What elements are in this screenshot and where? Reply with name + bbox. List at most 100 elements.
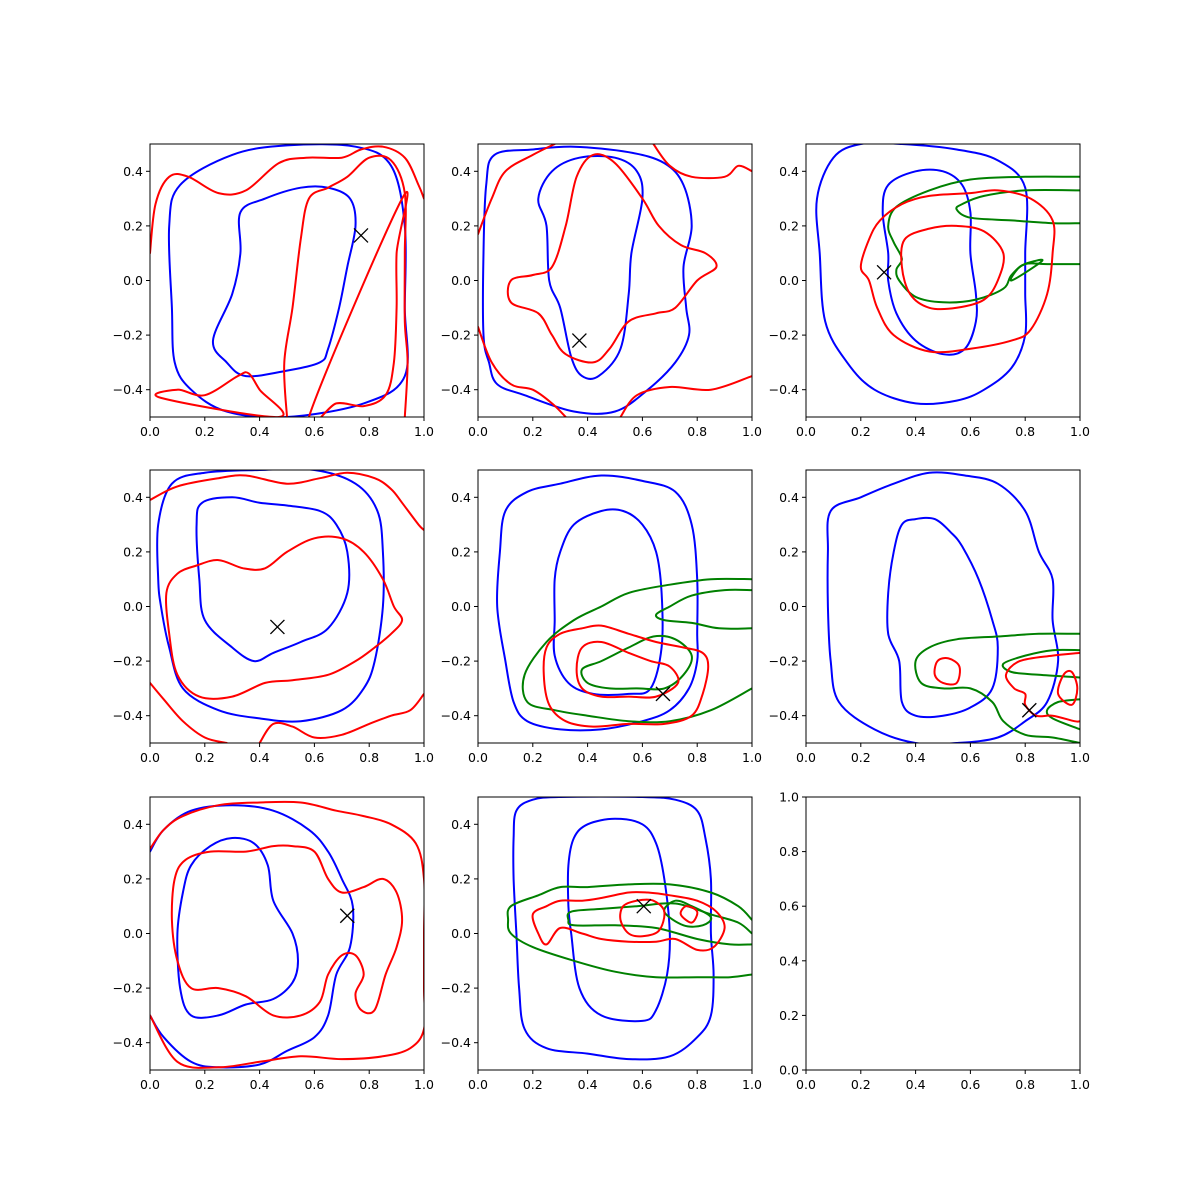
x-tick-label: 0.8: [359, 1077, 379, 1092]
y-tick-label: 0.2: [451, 871, 471, 886]
red-contour-line: [506, 153, 718, 364]
blue-contour-line: [496, 474, 699, 732]
x-tick-label: 0.8: [359, 750, 379, 765]
y-tick-label: −0.4: [441, 1035, 471, 1050]
x-tick-label: 0.0: [796, 424, 816, 439]
x-tick-label: 0.0: [140, 424, 160, 439]
x-tick-label: 0.6: [304, 1077, 324, 1092]
blue-contour-line: [195, 496, 351, 663]
x-tick-label: 0.0: [796, 1077, 816, 1092]
plot-area: [150, 144, 424, 417]
y-tick-label: 0.2: [451, 544, 471, 559]
x-tick-label: 0.2: [851, 750, 871, 765]
y-tick-label: −0.2: [441, 654, 471, 669]
blue-contour-line: [481, 145, 693, 415]
plot-area: [815, 144, 1080, 406]
red-contour-line: [575, 640, 680, 699]
y-tick-label: 0.4: [123, 490, 143, 505]
x-tick-label: 0.6: [632, 750, 652, 765]
y-tick-label: 0.0: [779, 599, 799, 614]
y-tick-label: −0.4: [769, 708, 799, 723]
x-tick-label: 0.6: [632, 1077, 652, 1092]
y-tick-label: 0.2: [123, 544, 143, 559]
red-contour-line: [652, 144, 752, 180]
subplot-8: 0.0 0.2 0.4 0.6 0.8 1.0 −0.4 −0.2 0.0 0.2 0.4: [441, 796, 762, 1092]
subplot-5: 0.0 0.2 0.4 0.6 0.8 1.0 −0.4 −0.2 0.0 0.2 0.4: [441, 469, 762, 765]
subplot-3: 0.0 0.2 0.4 0.6 0.8 1.0 −0.4 −0.2 0.0 0.2 0.4: [769, 143, 1090, 439]
y-tick-label: 0.0: [451, 599, 471, 614]
x-marker: [571, 333, 587, 349]
blue-contour-line: [512, 797, 715, 1061]
x-tick-label: 0.6: [960, 750, 980, 765]
y-tick-label: −0.4: [113, 1035, 143, 1050]
x-tick-label: 0.4: [250, 1077, 270, 1092]
subplot-4: 0.0 0.2 0.4 0.6 0.8 1.0 −0.4 −0.2 0.0 0.2 0.4: [113, 469, 434, 765]
x-tick-label: 0.6: [632, 424, 652, 439]
x-marker: [636, 898, 652, 914]
x-tick-label: 0.6: [304, 424, 324, 439]
x-tick-label: 0.2: [523, 1077, 543, 1092]
y-tick-label: 1.0: [779, 790, 799, 805]
blue-contour-line: [156, 470, 385, 723]
x-marker: [876, 264, 892, 280]
red-contour-line: [900, 224, 1005, 311]
y-tick-label: 0.8: [779, 844, 799, 859]
blue-contour-line: [211, 185, 357, 378]
red-contour-line: [170, 844, 404, 1019]
y-tick-label: −0.2: [441, 328, 471, 343]
x-tick-label: 0.4: [578, 750, 598, 765]
x-tick-label: 0.0: [140, 750, 160, 765]
red-contour-line: [165, 535, 404, 700]
x-tick-label: 0.0: [796, 750, 816, 765]
x-marker: [655, 686, 671, 702]
subplot-6: 0.0 0.2 0.4 0.6 0.8 1.0 −0.4 −0.2 0.0 0.2 0.4: [769, 469, 1090, 765]
green-contour-line: [1001, 648, 1080, 679]
y-tick-label: 0.4: [779, 490, 799, 505]
y-tick-label: 0.0: [779, 1063, 799, 1078]
y-tick-label: 0.2: [123, 871, 143, 886]
plot-area: [506, 797, 752, 1061]
green-contour-line: [521, 577, 752, 724]
red-contour-line: [933, 657, 961, 686]
y-tick-label: −0.4: [113, 382, 143, 397]
x-tick-label: 0.4: [250, 424, 270, 439]
x-tick-label: 0.8: [687, 424, 707, 439]
y-tick-label: −0.2: [769, 654, 799, 669]
x-marker: [339, 908, 355, 924]
x-tick-label: 0.4: [578, 424, 598, 439]
y-tick-label: 0.4: [123, 164, 143, 179]
y-tick-label: −0.4: [441, 382, 471, 397]
x-marker: [1021, 702, 1037, 718]
x-tick-label: 0.6: [304, 750, 324, 765]
x-tick-label: 0.8: [1015, 1077, 1035, 1092]
y-tick-label: −0.4: [113, 708, 143, 723]
green-contour-line: [506, 882, 752, 979]
axes-frame: [805, 796, 1081, 1071]
y-tick-label: 0.0: [779, 273, 799, 288]
y-tick-label: 0.2: [779, 1008, 799, 1023]
x-tick-label: 1.0: [1070, 424, 1090, 439]
red-contour-line: [619, 898, 666, 938]
red-contour-line: [1056, 669, 1079, 706]
y-tick-label: 0.4: [779, 164, 799, 179]
x-marker: [353, 227, 369, 243]
green-contour-line: [654, 588, 752, 630]
y-tick-label: 0.4: [451, 164, 471, 179]
subplot-2: 0.0 0.2 0.4 0.6 0.8 1.0 −0.4 −0.2 0.0 0.2 0.4: [441, 143, 762, 439]
blue-contour-line: [552, 508, 664, 696]
x-tick-label: 1.0: [1070, 750, 1090, 765]
y-tick-label: −0.4: [441, 708, 471, 723]
green-contour-line: [914, 632, 1080, 743]
y-tick-label: −0.2: [113, 981, 143, 996]
x-tick-label: 0.6: [960, 424, 980, 439]
y-tick-label: −0.2: [769, 328, 799, 343]
x-tick-label: 0.8: [687, 1077, 707, 1092]
x-tick-label: 0.0: [468, 1077, 488, 1092]
y-tick-label: 0.4: [779, 953, 799, 968]
y-tick-label: 0.4: [451, 817, 471, 832]
red-contour-line: [150, 471, 424, 532]
y-tick-label: −0.2: [441, 981, 471, 996]
plot-area: [150, 800, 424, 1069]
